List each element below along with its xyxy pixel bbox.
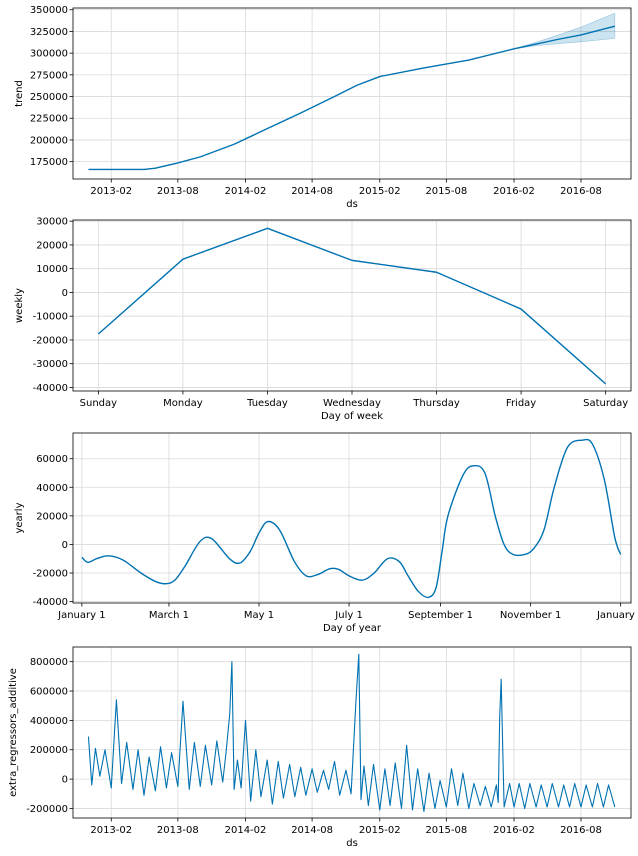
y-tick-label: 225000 bbox=[30, 114, 68, 125]
y-tick-label: 300000 bbox=[30, 49, 68, 60]
x-tick-label: 2013-02 bbox=[90, 825, 132, 836]
y-tick-label: -30000 bbox=[33, 359, 68, 370]
x-tick-label: 2016-08 bbox=[560, 825, 602, 836]
y-tick-label: 20000 bbox=[36, 240, 68, 251]
y-tick-label: -10000 bbox=[33, 312, 68, 323]
x-tick-label: 2015-08 bbox=[425, 825, 467, 836]
x-axis-label: ds bbox=[346, 838, 358, 849]
subplot-1: Sunday Monday Tuesday Wednesday Thursday Frid… bbox=[14, 217, 632, 422]
x-tick-label: 2014-08 bbox=[291, 186, 333, 197]
y-axis-label: extra_regressors_additive bbox=[8, 668, 19, 797]
x-tick-label: January 1 bbox=[57, 610, 105, 621]
x-tick-label: 2013-02 bbox=[90, 186, 132, 197]
x-tick-label: 2016-02 bbox=[493, 186, 535, 197]
y-tick-label: 0 bbox=[62, 775, 68, 786]
y-tick-label: 600000 bbox=[30, 687, 68, 698]
y-tick-label: 350000 bbox=[30, 5, 68, 16]
x-tick-label: Wednesday bbox=[323, 398, 381, 409]
y-tick-label: -40000 bbox=[33, 383, 68, 394]
y-tick-label: 325000 bbox=[30, 27, 68, 38]
y-tick-label: 0 bbox=[62, 540, 68, 551]
x-axis-label: Day of week bbox=[321, 411, 383, 422]
y-axis-label: weekly bbox=[14, 288, 25, 323]
y-tick-label: 400000 bbox=[30, 716, 68, 727]
y-tick-label: 200000 bbox=[30, 745, 68, 756]
x-tick-label: Sunday bbox=[80, 398, 117, 409]
x-tick-label: May 1 bbox=[244, 610, 274, 621]
y-tick-label: 275000 bbox=[30, 70, 68, 81]
x-tick-label: Tuesday bbox=[246, 398, 288, 409]
x-tick-label: Thursday bbox=[412, 398, 460, 409]
subplot-0: 2013-02 2013-08 2014-02 2014-08 2015-02 2015-… bbox=[14, 5, 632, 210]
y-tick-label: 10000 bbox=[36, 264, 68, 275]
y-tick-label: -20000 bbox=[33, 335, 68, 346]
x-tick-label: 2013-08 bbox=[157, 825, 199, 836]
y-tick-label: 60000 bbox=[36, 454, 68, 465]
x-tick-label: Saturday bbox=[583, 398, 628, 409]
y-tick-label: 250000 bbox=[30, 92, 68, 103]
y-tick-label: 40000 bbox=[36, 483, 68, 494]
x-tick-label: March 1 bbox=[149, 610, 189, 621]
y-tick-label: 20000 bbox=[36, 511, 68, 522]
x-tick-label: 2014-08 bbox=[291, 825, 333, 836]
x-tick-label: 2016-02 bbox=[493, 825, 535, 836]
uncertainty-band bbox=[88, 12, 616, 170]
x-axis-label: ds bbox=[346, 199, 358, 210]
plot-frame bbox=[72, 432, 632, 604]
x-tick-label: 2014-02 bbox=[225, 186, 267, 197]
x-tick-label: 2015-02 bbox=[359, 186, 401, 197]
plot-frame bbox=[72, 7, 632, 180]
y-axis-label: trend bbox=[14, 80, 25, 107]
subplot-2: January 1 March 1 May 1 July 1 September 1 No… bbox=[14, 432, 638, 634]
plot-frame bbox=[72, 646, 632, 819]
x-tick-label: September 1 bbox=[408, 610, 473, 621]
x-tick-label: 2013-08 bbox=[157, 186, 199, 197]
y-tick-label: 0 bbox=[62, 288, 68, 299]
x-tick-label: January 1 bbox=[596, 610, 638, 621]
y-tick-label: 800000 bbox=[30, 657, 68, 668]
y-axis-label: yearly bbox=[14, 502, 25, 533]
y-tick-label: 200000 bbox=[30, 135, 68, 146]
series-line bbox=[88, 25, 615, 171]
y-tick-label: 175000 bbox=[30, 157, 68, 168]
x-tick-label: 2015-08 bbox=[425, 186, 467, 197]
x-tick-label: 2015-02 bbox=[359, 825, 401, 836]
x-tick-label: 2016-08 bbox=[560, 186, 602, 197]
subplot-3: 2013-02 2013-08 2014-02 2014-08 2015-02 2015-… bbox=[8, 646, 632, 849]
series-line bbox=[81, 438, 622, 599]
y-tick-label: -20000 bbox=[33, 569, 68, 580]
x-tick-label: November 1 bbox=[500, 610, 562, 621]
y-tick-label: -40000 bbox=[33, 597, 68, 608]
series-line bbox=[97, 227, 607, 385]
x-tick-label: July 1 bbox=[334, 610, 363, 621]
x-tick-label: Friday bbox=[506, 398, 536, 409]
x-axis-label: Day of year bbox=[323, 623, 382, 634]
y-tick-label: -200000 bbox=[26, 804, 68, 815]
x-tick-label: Monday bbox=[163, 398, 203, 409]
x-tick-label: 2014-02 bbox=[225, 825, 267, 836]
y-tick-label: 30000 bbox=[36, 217, 68, 228]
series-line bbox=[87, 653, 616, 812]
